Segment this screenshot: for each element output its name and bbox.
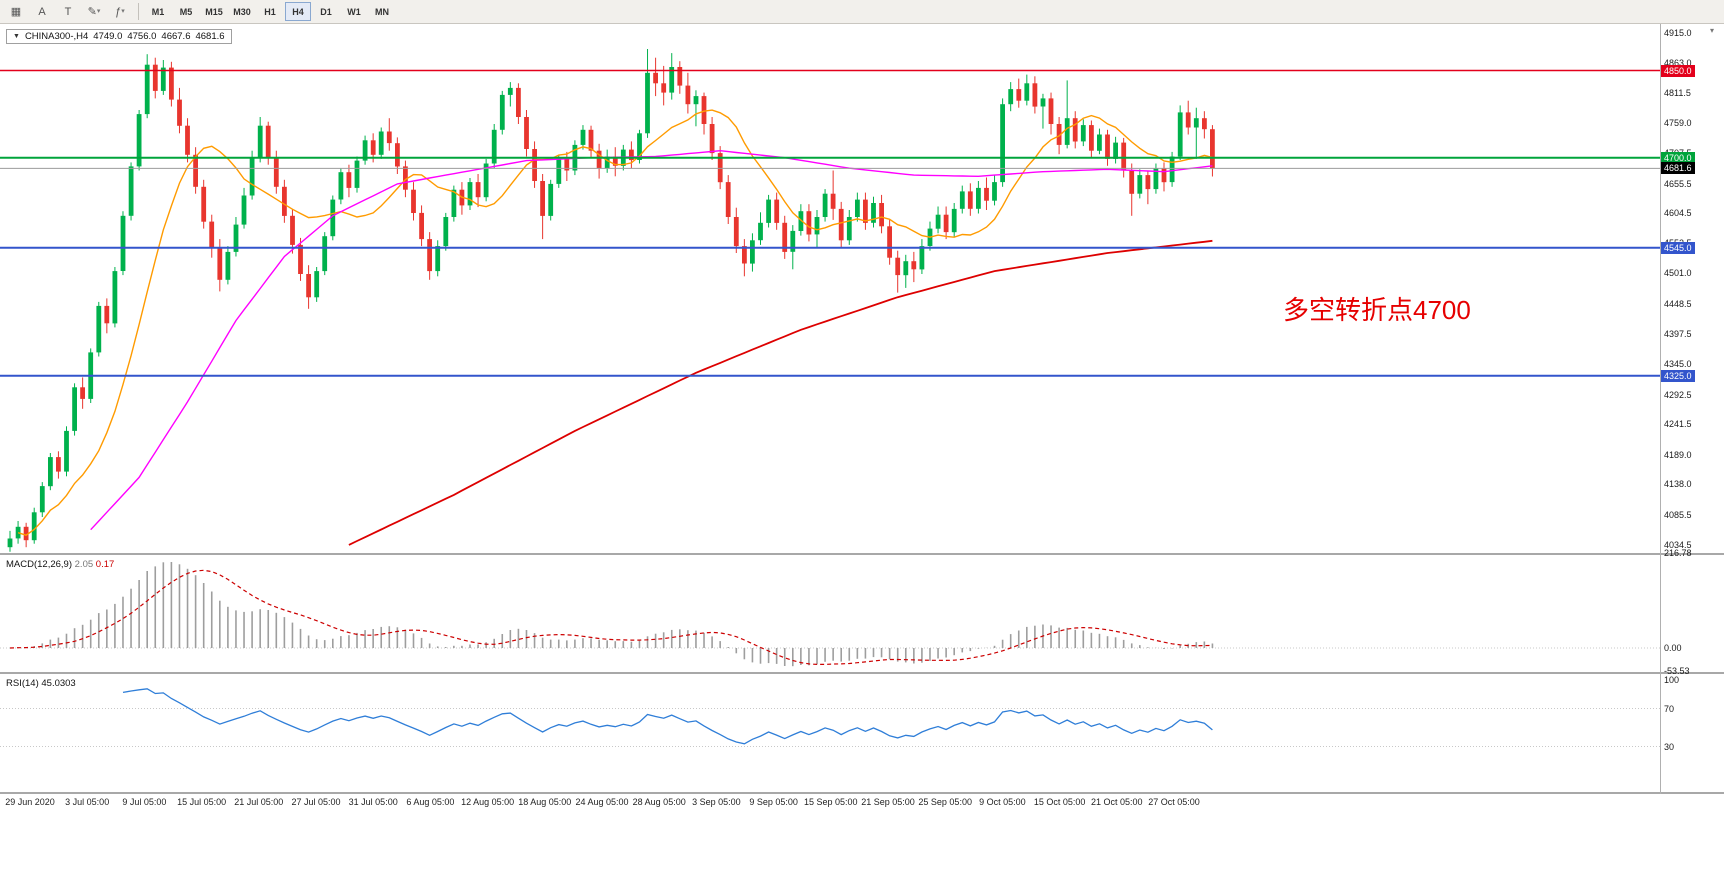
panel-divider[interactable] (0, 672, 1724, 674)
price-tick: 4085.5 (1664, 509, 1692, 520)
rsi-value: 45.0303 (41, 678, 76, 689)
time-axis-label: 21 Sep 05:00 (861, 797, 915, 807)
timeframe-button-h4[interactable]: H4 (285, 2, 311, 21)
macd-label: MACD(12,26,9) 2.05 0.17 (6, 559, 114, 570)
ohlc-low: 4667.6 (161, 31, 191, 42)
price-tick: 4397.5 (1664, 328, 1692, 339)
toolbar-separator (138, 3, 139, 20)
macd-value-main: 2.05 (74, 559, 94, 570)
rsi-panel[interactable] (0, 674, 1660, 792)
time-axis-label: 21 Jul 05:00 (234, 797, 284, 807)
indicator-tools-icon[interactable]: ƒ▾ (108, 2, 132, 22)
price-tick: 4501.0 (1664, 268, 1692, 279)
draw-tools-icon[interactable]: ✎▾ (82, 2, 106, 22)
chart-window-icon[interactable]: ▦ (4, 2, 28, 22)
time-axis-label: 24 Aug 05:00 (575, 797, 629, 807)
rsi-label: RSI(14) 45.0303 (6, 678, 76, 689)
ohlc-close: 4681.6 (195, 31, 225, 42)
time-axis-label: 15 Sep 05:00 (804, 797, 858, 807)
symbol-info[interactable]: ▼ CHINA300-,H4 4749.0 4756.0 4667.6 4681… (6, 29, 232, 44)
timeframe-button-m1[interactable]: M1 (145, 2, 171, 21)
time-axis-label: 28 Aug 05:00 (632, 797, 686, 807)
toolbar: ▦ A T ✎▾ ƒ▾ M1 M5 M15 M30 H1 H4 D1 W1 MN (0, 0, 1724, 24)
toolbar-icons-group: ▦ A T ✎▾ ƒ▾ (0, 0, 133, 23)
time-axis-label: 3 Sep 05:00 (692, 797, 741, 807)
axis-scroll-icon[interactable]: ▾ (1710, 26, 1715, 35)
time-axis-label: 31 Jul 05:00 (348, 797, 398, 807)
macd-value-signal: 0.17 (95, 559, 115, 570)
shape-tool-icon[interactable]: T (56, 2, 80, 22)
price-tick: 4604.5 (1664, 208, 1692, 219)
macd-panel[interactable] (0, 555, 1660, 672)
price-badge: 4700.0 (1661, 151, 1695, 164)
time-axis-label: 27 Jul 05:00 (291, 797, 341, 807)
timeframe-button-h1[interactable]: H1 (257, 2, 283, 21)
price-tick: 4759.0 (1664, 118, 1692, 129)
time-axis-label: 29 Jun 2020 (5, 797, 55, 807)
time-axis-label: 9 Sep 05:00 (749, 797, 798, 807)
price-badge: 4681.6 (1661, 162, 1695, 175)
time-axis-label: 6 Aug 05:00 (406, 797, 455, 807)
price-badge: 4545.0 (1661, 241, 1695, 254)
rsi-axis-tick: 70 (1664, 703, 1675, 714)
symbol-dropdown-icon[interactable]: ▼ (13, 33, 20, 40)
symbol-name: CHINA300-,H4 (24, 31, 89, 42)
chart-annotation-text: 多空转折点4700 (1283, 295, 1471, 325)
timeframe-button-mn[interactable]: MN (369, 2, 395, 21)
rsi-axis-tick: 100 (1664, 675, 1680, 685)
price-tick: 4241.5 (1664, 419, 1692, 430)
rsi-axis-tick: 30 (1664, 741, 1675, 752)
timeframe-button-m5[interactable]: M5 (173, 2, 199, 21)
price-tick: 4138.0 (1664, 479, 1692, 490)
price-tick: 4863.0 (1664, 57, 1692, 68)
price-badge: 4850.0 (1661, 64, 1695, 77)
time-axis-label: 12 Aug 05:00 (461, 797, 515, 807)
macd-axis-tick: 0.00 (1664, 643, 1682, 653)
macd-axis-tick: -53.53 (1664, 666, 1690, 677)
rsi-label-text: RSI(14) (6, 678, 39, 689)
price-tick: 4915.0 (1664, 27, 1692, 38)
time-axis-label: 18 Aug 05:00 (518, 797, 572, 807)
time-axis-label: 9 Jul 05:00 (122, 797, 167, 807)
price-tick: 4655.5 (1664, 178, 1692, 189)
price-tick: 4448.5 (1664, 298, 1692, 309)
price-tick: 4345.0 (1664, 359, 1692, 370)
panel-divider[interactable] (0, 553, 1724, 555)
price-tick: 4292.5 (1664, 389, 1692, 400)
ohlc-open: 4749.0 (93, 31, 123, 42)
timeframe-button-m15[interactable]: M15 (201, 2, 227, 21)
price-tick: 4189.0 (1664, 449, 1692, 460)
macd-label-text: MACD(12,26,9) (6, 559, 72, 570)
timeframe-group: M1 M5 M15 M30 H1 H4 D1 W1 MN (144, 2, 396, 21)
timeframe-button-w1[interactable]: W1 (341, 2, 367, 21)
ohlc-high: 4756.0 (127, 31, 157, 42)
macd-axis-tick: 216.78 (1664, 548, 1692, 559)
price-tick: 4034.5 (1664, 539, 1692, 550)
time-axis-label: 9 Oct 05:00 (979, 797, 1026, 807)
timeframe-button-d1[interactable]: D1 (313, 2, 339, 21)
time-axis-label: 27 Oct 05:00 (1148, 797, 1200, 807)
timeframe-button-m30[interactable]: M30 (229, 2, 255, 21)
time-axis-label: 15 Oct 05:00 (1033, 797, 1086, 807)
panel-divider (0, 792, 1724, 794)
time-axis-label: 21 Oct 05:00 (1091, 797, 1143, 807)
main-price-chart[interactable] (0, 24, 1660, 553)
text-tool-icon[interactable]: A (30, 2, 54, 22)
time-axis-label: 3 Jul 05:00 (65, 797, 110, 807)
time-axis-label: 25 Sep 05:00 (918, 797, 972, 807)
price-tick: 4811.5 (1664, 87, 1691, 98)
price-axis-border (1660, 24, 1661, 794)
time-axis-label: 15 Jul 05:00 (177, 797, 227, 807)
price-badge: 4325.0 (1661, 369, 1695, 382)
